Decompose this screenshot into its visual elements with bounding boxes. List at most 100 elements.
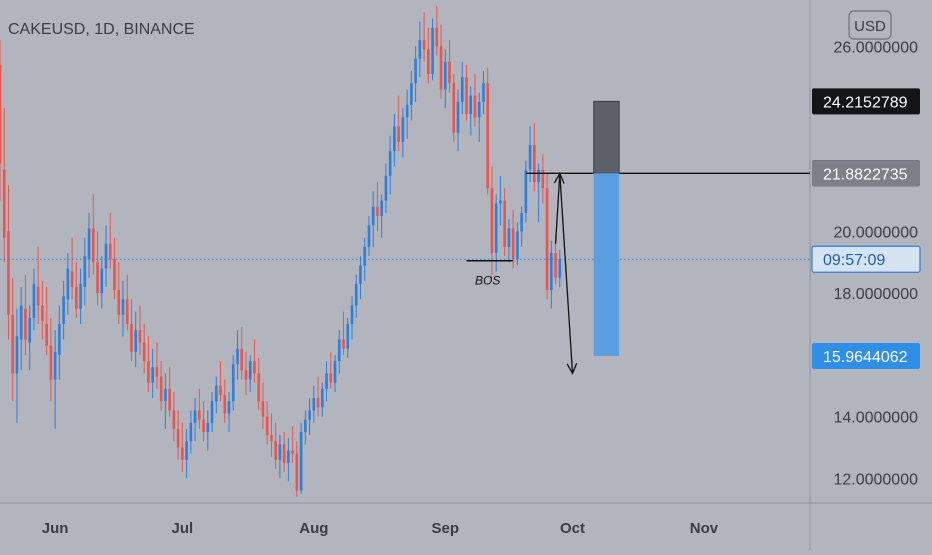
price-axis[interactable]: 26.0000000 20.0000000 18.0000000 14.0000000… [811,39,921,488]
candle [164,373,167,429]
drawings: BOS [0,100,810,375]
price-tag: 24.2152789 [812,88,920,115]
candle-body [219,385,222,395]
candle [104,225,108,287]
candle-body [520,212,523,232]
candle [257,357,261,411]
candle-body [142,342,146,362]
candle-body [198,410,201,420]
candle [329,351,333,389]
candle [325,361,328,402]
candle [376,182,379,232]
candle [231,354,235,411]
candle-body [494,203,498,254]
price-tick-label: 20.0000000 [833,224,918,241]
candle-body [240,348,244,371]
candle-body [231,364,235,402]
candle-body [274,441,277,460]
candle-body [49,345,53,380]
candle-body [473,95,477,118]
candle [486,67,490,195]
candle-body [295,453,299,491]
candle-body [299,432,303,491]
candle-body [244,370,248,380]
candle-body [410,83,413,105]
price-tag-box [812,88,920,115]
candle-body [367,225,371,247]
candle [397,95,400,152]
candle [511,209,515,269]
time-axis[interactable]: Jun Jul Aug Sep Oct Nov [42,520,719,537]
candle [274,422,277,470]
candle [482,70,485,115]
candle-body [558,259,562,278]
candle [117,262,121,325]
arrow-line [554,173,561,244]
candle [291,425,294,463]
candle [452,74,456,142]
candle [53,330,57,429]
candle-body [443,61,447,90]
price-tag-box [812,160,920,187]
candle [265,401,269,445]
candle-body [32,283,36,318]
candle-body [312,398,316,411]
candle [549,240,553,309]
candle [28,305,32,371]
candle-body [248,361,252,380]
arrow-head [566,362,578,375]
candle-body [418,40,422,59]
candle-body [193,410,197,423]
candle-body [66,268,70,300]
candle-body [524,169,528,213]
candle-body [227,401,231,414]
candle-body [354,283,358,306]
candle [58,305,61,380]
candle [282,432,286,473]
candle [503,188,506,257]
candle-body [414,58,417,84]
candle [308,398,311,436]
candle-body [486,83,490,189]
stop-loss-zone [593,100,620,174]
time-tick-label: Jun [42,520,69,537]
candle [316,376,320,417]
time-tick-label: Sep [432,520,460,537]
candle-body [91,228,95,263]
price-tick-label: 26.0000000 [833,39,918,56]
candle-body [62,296,65,325]
price-tag: 09:57:09 [811,245,921,273]
candle-body [439,46,443,90]
candle [66,253,70,315]
candle [304,410,307,445]
candle [24,274,27,355]
candle [206,410,210,451]
candle-body [265,416,269,436]
candle [359,256,362,300]
candle-body [452,83,456,133]
candle [138,305,142,355]
candle [405,89,409,139]
candle-body [19,305,23,340]
candle [401,108,405,158]
time-tick-label: Oct [560,520,585,537]
currency-button[interactable]: USD [848,10,892,40]
candle-body [401,117,405,142]
candle-body [75,286,78,309]
candle [410,70,413,121]
candle [172,391,176,442]
candle-body [337,339,341,362]
symbol-title[interactable]: CAKEUSD, 1D, BINANCE [8,21,195,38]
candle-body [155,367,159,377]
candle [367,216,371,257]
candle-body [397,126,400,142]
candle-body [172,410,176,429]
candle [346,317,350,358]
candle-body [545,188,549,291]
candle [219,361,222,402]
time-tick-label: Jul [172,520,194,537]
candle [168,367,171,417]
candle-body [24,308,27,340]
